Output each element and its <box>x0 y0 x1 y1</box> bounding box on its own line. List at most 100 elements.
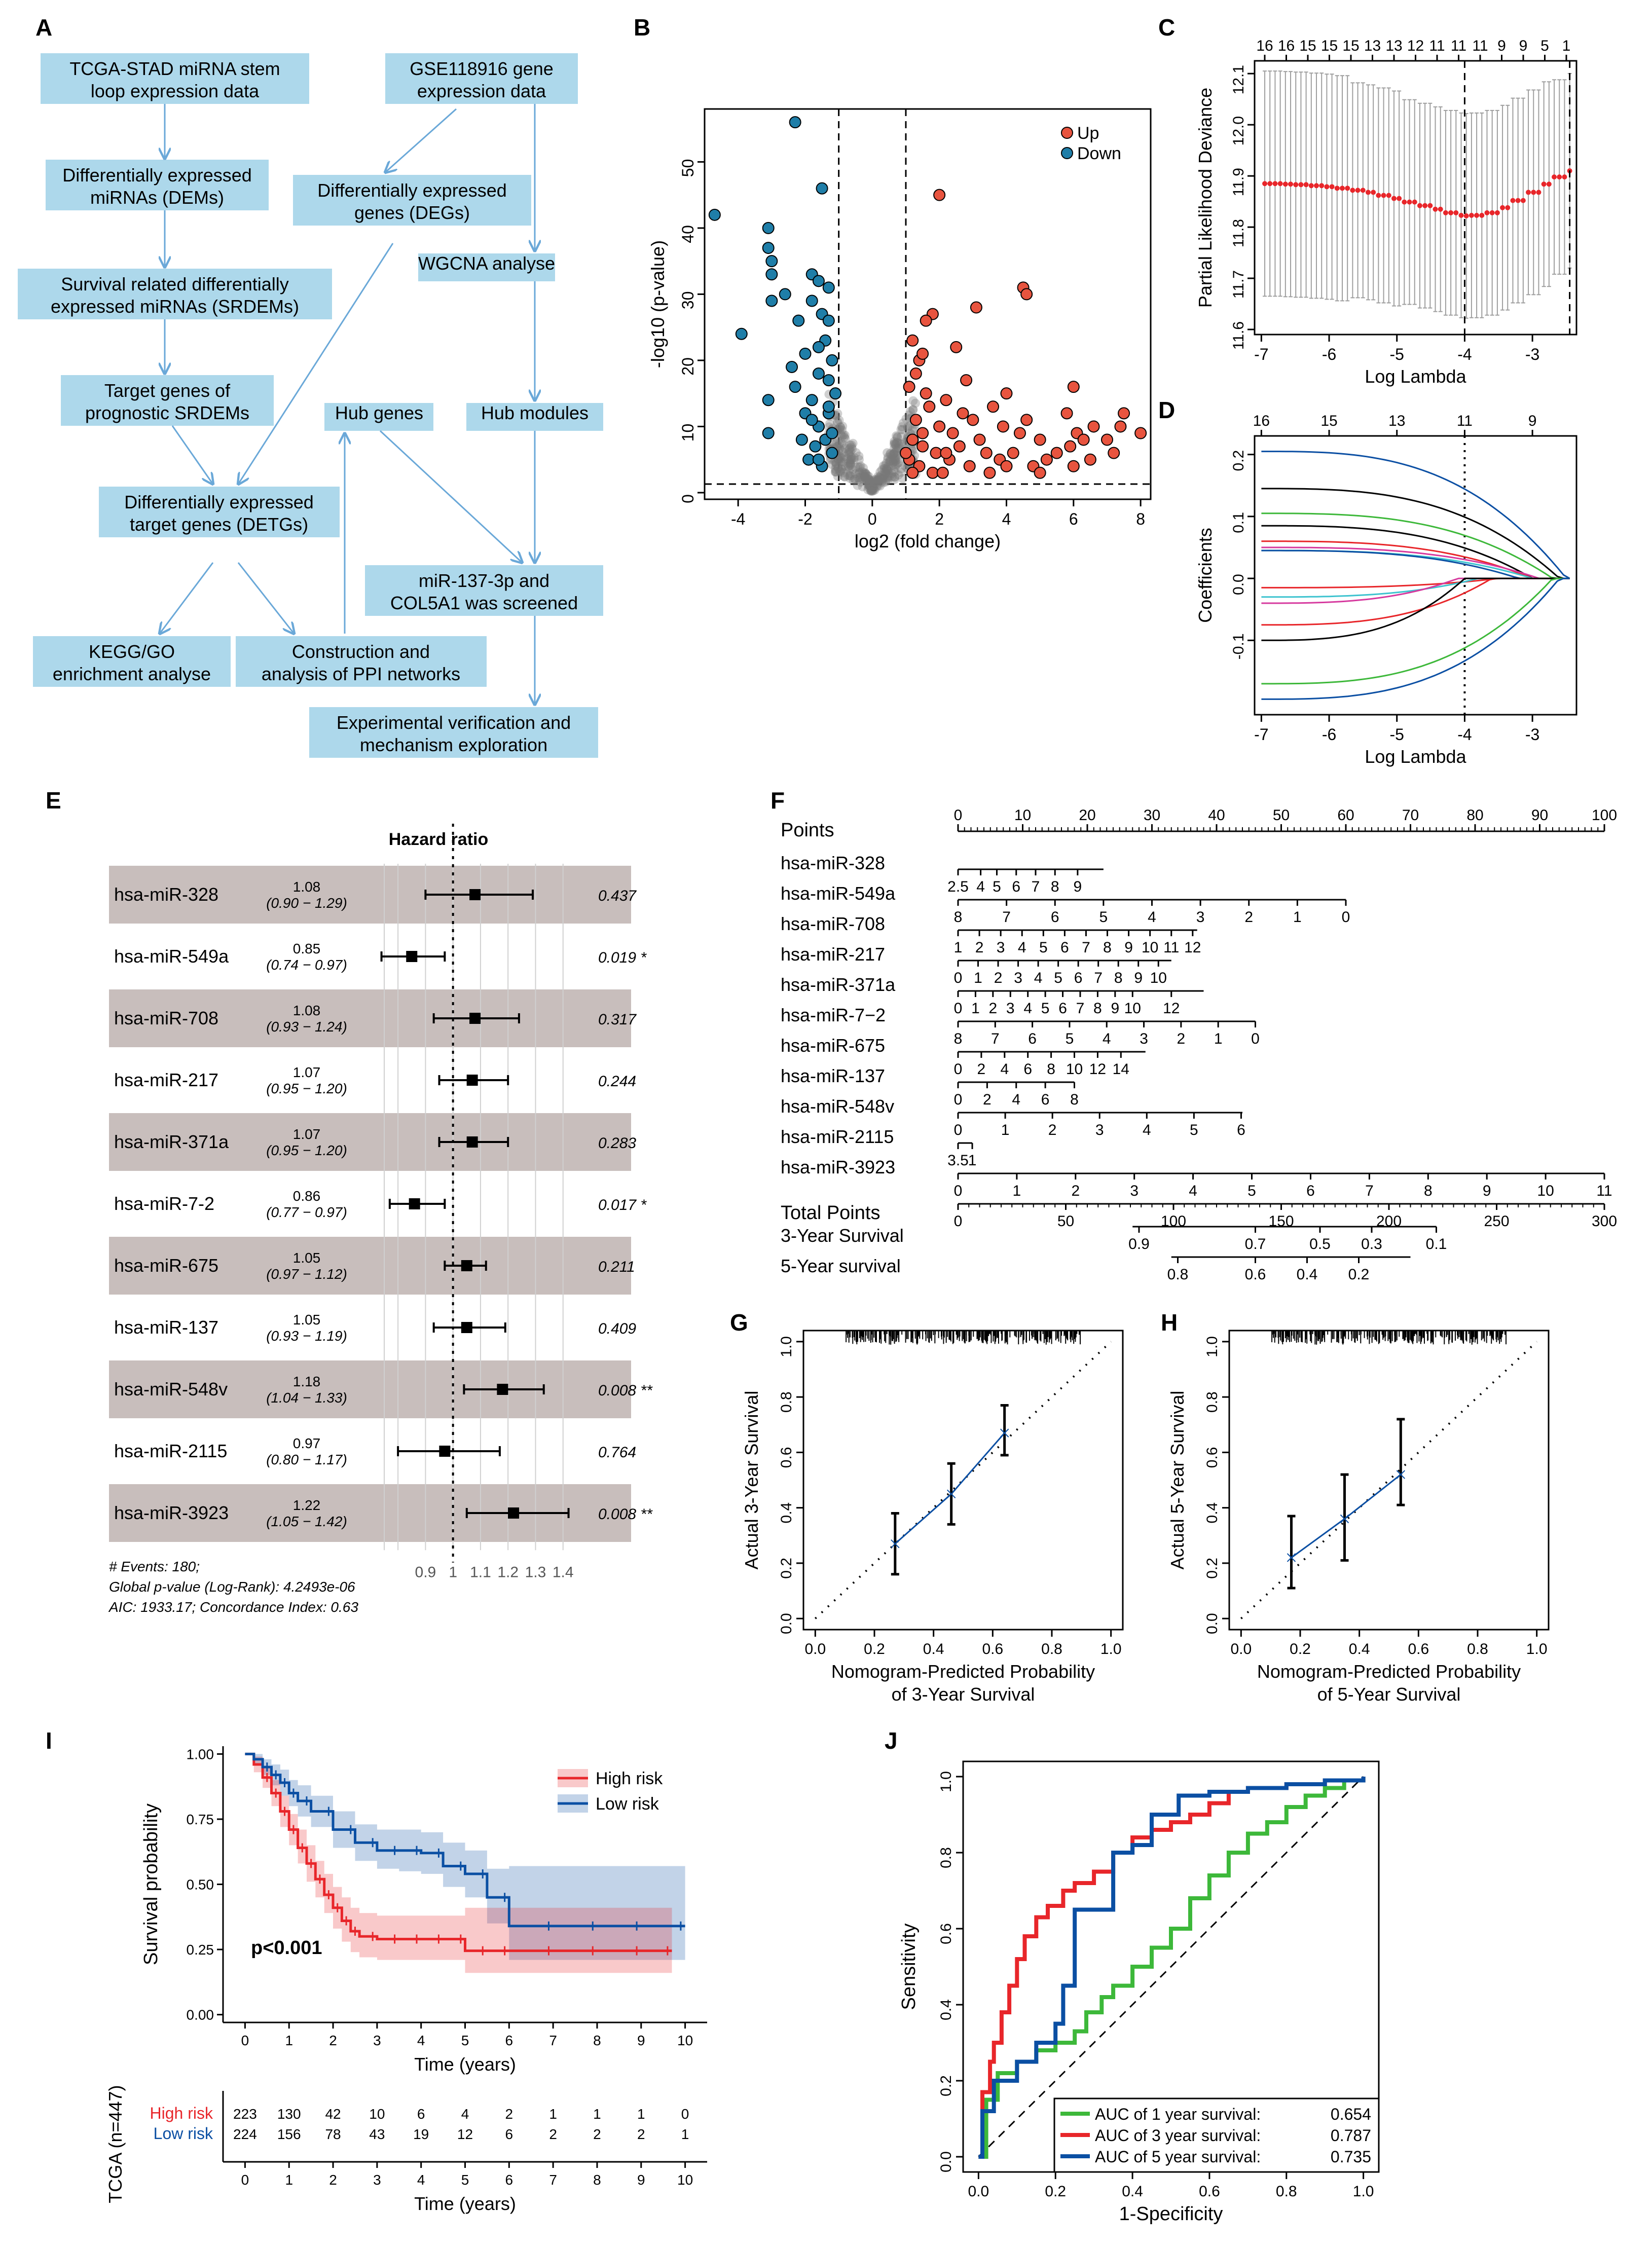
nomogram-tick-label: 4 <box>1143 1122 1151 1138</box>
volcano-point-ns <box>855 467 865 477</box>
y-tick-label: 50 <box>679 159 697 177</box>
forest-estimate <box>409 1198 420 1209</box>
volcano-point-up <box>903 381 915 393</box>
cv-mean-point <box>1453 210 1459 215</box>
nomogram-tick-label: 0 <box>954 1061 963 1078</box>
x-tick-label: -5 <box>1390 725 1404 744</box>
flow-box-ppi: Construction and analysis of PPI networks <box>236 636 487 687</box>
volcano-point-ns <box>830 457 840 466</box>
x-axis-label: log2 (fold change) <box>855 531 1001 551</box>
volcano-point-ns <box>880 468 890 477</box>
risk-table-value: 6 <box>505 2126 513 2142</box>
top-tick-label: 16 <box>1253 413 1270 429</box>
cv-mean-point <box>1381 193 1386 198</box>
flow-box-exp-text: Experimental verification and mechanism e… <box>337 712 571 755</box>
volcano-point-down <box>822 400 835 413</box>
cv-mean-point <box>1407 199 1412 205</box>
volcano-point-ns <box>908 425 917 435</box>
lasso-coef-plot: -7 -6 -5 -4 -3 -0.1 0.0 0.1 0.2 16 15 13 11 9 Log Lamb… <box>1195 413 1577 767</box>
volcano-point-ns <box>877 474 887 484</box>
volcano-point-ns <box>883 453 893 462</box>
calibration-3yr: 0.0 0.0 0.2 0.2 0.4 0.4 0.6 0.6 0.8 0.8 1.0 1.0 Nomo… <box>741 1330 1124 1705</box>
y-tick-label: 0 <box>679 494 697 503</box>
legend-label-up: Up <box>1077 124 1099 143</box>
nomogram-tick-label: 9 <box>1483 1183 1491 1199</box>
forest-row-p: 0.317 <box>598 1011 637 1028</box>
volcano-point-up <box>987 400 1000 413</box>
risk-table-value: 19 <box>413 2126 429 2142</box>
nomogram-tick-label: 10 <box>1537 1183 1554 1199</box>
y-axis-label: Coefficients <box>1195 528 1216 622</box>
x-tick-label: -4 <box>1457 725 1472 744</box>
y-tick-label: 11.8 <box>1230 219 1247 247</box>
volcano-point-ns <box>846 455 855 465</box>
volcano-point-ns <box>896 425 906 434</box>
volcano-point-ns <box>839 430 849 440</box>
volcano-point-ns <box>901 414 911 424</box>
y-axis-label: Survival probability <box>140 1803 162 1965</box>
nomogram-tick-label: 0.2 <box>1348 1266 1370 1283</box>
x-tick-label: 6 <box>1069 510 1078 528</box>
x-tick-label: 1.0 <box>1100 1641 1122 1657</box>
volcano-point-ns <box>890 472 899 482</box>
nomogram-tick-label: 1 <box>954 939 963 956</box>
volcano-point-ns <box>847 440 856 450</box>
volcano-point-down <box>786 360 798 373</box>
volcano-point-ns <box>888 452 898 462</box>
roc-legend-value: 0.654 <box>1331 2105 1371 2123</box>
risk-table-value: 2 <box>549 2126 557 2142</box>
volcano-point-ns <box>890 448 900 458</box>
volcano-point-ns <box>846 460 855 470</box>
volcano-point-up <box>963 460 976 472</box>
top-tick-label: 11 <box>1451 38 1466 54</box>
nomogram-tick-label: 1 <box>971 1000 980 1017</box>
coef-path <box>1261 546 1570 579</box>
cv-mean-point <box>1288 181 1294 187</box>
y-tick-label: 0.00 <box>187 2007 214 2023</box>
x-axis-label: Log Lambda <box>1365 746 1466 767</box>
risk-table-value: 156 <box>277 2126 301 2142</box>
x-axis-label: Nomogram-Predicted Probability <box>831 1661 1095 1682</box>
volcano-point-up <box>1020 414 1033 426</box>
top-tick-label: 9 <box>1497 38 1506 54</box>
nomogram-tick-label: 9 <box>1124 939 1133 956</box>
flow-text-line: expressed miRNAs (SRDEMs) <box>51 296 299 317</box>
y-tick-label: 11.7 <box>1230 270 1247 299</box>
cv-mean-point <box>1552 174 1557 180</box>
volcano-point-ns <box>893 458 903 468</box>
cv-mean-point <box>1339 186 1345 191</box>
volcano-point-ns <box>879 463 889 473</box>
volcano-point-ns <box>886 450 895 459</box>
nomogram-tick-label: 4 <box>1103 1030 1111 1047</box>
cv-mean-point <box>1397 196 1402 201</box>
volcano-point-ns <box>887 469 897 478</box>
nomogram-tick-label: 7 <box>1076 1000 1085 1017</box>
flow-text-line: KEGG/GO <box>89 641 175 662</box>
nomogram-tick-label: 6 <box>1237 1122 1245 1138</box>
nomogram-tick-label: 4 <box>1018 939 1026 956</box>
y-tick-label: 0.6 <box>778 1447 795 1468</box>
volcano-point-ns <box>881 475 891 485</box>
ideal-line <box>814 1341 1112 1619</box>
volcano-point-down <box>829 387 842 400</box>
volcano-point-ns <box>837 438 847 448</box>
volcano-point-ns <box>877 476 887 486</box>
volcano-point-up <box>1000 387 1013 400</box>
nomogram-tick-label: 10 <box>1066 1061 1083 1078</box>
nomogram-tick-label: 8 <box>1103 939 1112 956</box>
x-tick-label: 0 <box>241 2033 249 2048</box>
roc-legend-label: AUC of 5 year survival: <box>1095 2148 1261 2166</box>
volcano-point-up <box>916 440 929 453</box>
risk-table-value: 78 <box>325 2126 341 2142</box>
volcano-point-ns <box>866 484 876 493</box>
forest-row-p: 0.437 <box>598 888 637 904</box>
volcano-point-ns <box>892 446 902 456</box>
calibration-point <box>891 1539 900 1549</box>
volcano-point-down <box>762 394 775 407</box>
flow-box-srdems: Survival related differentially expressed… <box>18 269 332 319</box>
volcano-point-up <box>906 334 919 347</box>
nomogram-tick-label: 80 <box>1466 807 1483 824</box>
forest-estimate <box>439 1446 451 1457</box>
nomogram-tick-label: 0.7 <box>1245 1236 1266 1253</box>
